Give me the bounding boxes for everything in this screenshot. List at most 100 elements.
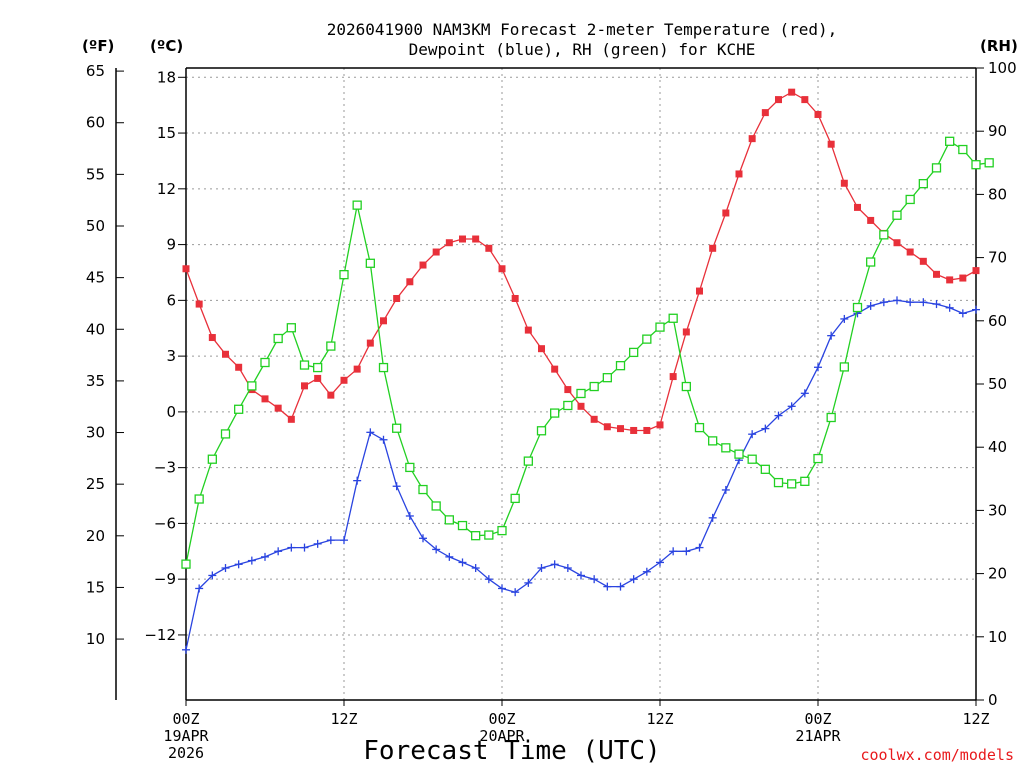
celsius-tick-label: 6 [166, 291, 176, 309]
dewpoint-point [590, 575, 599, 584]
temperature-point [261, 395, 269, 403]
rh-point [945, 136, 955, 146]
dewpoint-point [419, 534, 427, 543]
fahrenheit-tick-label: 30 [86, 424, 105, 442]
x-tick-label-line: 21APR [795, 727, 841, 745]
temperature-point [933, 270, 940, 278]
dewpoint-point [682, 547, 691, 556]
rh-point [905, 194, 915, 205]
temperature-point [222, 350, 229, 358]
rh-tick-label: 90 [988, 122, 1007, 140]
dewpoint-point [879, 298, 888, 307]
axis-ticks: 10 15 20 25 30 35 40 45 50 55 60 65 −12 −9 −6 −3 0 3 6 9 12 1… [86, 59, 1017, 762]
temperature-point [590, 415, 598, 423]
temperature-point [235, 363, 243, 371]
x-tick-label: 12Z [962, 710, 989, 728]
dewpoint-point [537, 564, 546, 573]
temperature-point [353, 365, 361, 373]
rh-point [378, 362, 389, 373]
x-tick-label: 00Z 20APR [479, 710, 525, 745]
dewpoint-point [208, 571, 217, 580]
rh-point [747, 454, 757, 464]
rh-point [602, 373, 612, 383]
temperature-point [603, 423, 611, 431]
rh-point [181, 559, 191, 569]
rh-point [352, 200, 362, 210]
rh-point [313, 362, 323, 373]
temperature-point [459, 235, 466, 243]
rh-point [220, 429, 231, 439]
temperature-point [617, 425, 624, 433]
dewpoint-point [603, 582, 612, 591]
dewpoint-point [234, 560, 243, 569]
dewpoint-point [932, 300, 941, 309]
x-tick-label: 00Z 19APR 2026 [163, 710, 209, 762]
dewpoint-point [524, 578, 533, 587]
rh-point [405, 462, 415, 473]
x-tick-label-line: 20APR [479, 727, 525, 745]
dewpoint-point [945, 303, 954, 312]
x-tick-label-line: 00Z [488, 710, 515, 728]
rh-point [365, 258, 375, 268]
rh-point [642, 334, 652, 344]
fahrenheit-tick-label: 15 [86, 578, 105, 596]
celsius-tick-label: −12 [144, 626, 176, 644]
dewpoint-point [353, 476, 362, 485]
dewpoint-point [498, 584, 506, 593]
series-temperature [182, 88, 980, 434]
temperature-point [722, 209, 730, 217]
temperature-point [840, 179, 848, 187]
dewpoint-point [484, 575, 493, 584]
dewpoint-point [392, 482, 401, 491]
dewpoint-point [432, 545, 441, 554]
rh-point [536, 426, 547, 436]
rh-point [392, 423, 402, 433]
celsius-axis-unit: (ºC) [150, 37, 183, 55]
x-tick-label: 00Z 21APR [795, 710, 841, 745]
rh-point [234, 404, 244, 414]
temperature-point [906, 248, 914, 256]
celsius-tick-label: −6 [154, 514, 176, 532]
temperature-point [801, 96, 809, 104]
rh-tick-label: 60 [988, 312, 1007, 330]
x-tick-label-line: 2026 [168, 744, 204, 762]
temperature-point [274, 404, 282, 412]
rh-point [958, 144, 968, 155]
temperature-point [182, 265, 190, 273]
temperature-point [419, 261, 427, 269]
rh-point [813, 453, 823, 464]
dewpoint-point [563, 564, 572, 573]
fahrenheit-axis-unit: (ºF) [82, 37, 114, 55]
rh-point [839, 362, 849, 372]
rh-point [339, 270, 349, 280]
rh-point [247, 381, 257, 391]
temperature-point [498, 265, 506, 273]
dewpoint-point [287, 543, 296, 552]
dewpoint-point [445, 552, 454, 561]
dewpoint-point [748, 430, 757, 439]
dewpoint-point [656, 558, 664, 567]
celsius-tick-label: 3 [166, 347, 176, 365]
dewpoint-point [326, 536, 335, 545]
dewpoint-point [814, 363, 822, 372]
rh-point [615, 361, 626, 371]
dewpoint-point [629, 575, 638, 584]
rh-point [852, 302, 863, 313]
temperature-point [761, 109, 769, 117]
celsius-tick-label: −9 [154, 570, 176, 588]
dewpoint-point [958, 309, 967, 318]
rh-point [971, 160, 981, 170]
temperature-point [788, 88, 796, 96]
chart-title-line-1: 2026041900 NAM3KM Forecast 2-meter Tempe… [327, 20, 838, 39]
dewpoint-point [866, 301, 875, 310]
temperature-point [551, 365, 559, 373]
temperature-point [919, 257, 927, 265]
rh-point [207, 454, 217, 464]
dewpoint-point [800, 389, 809, 398]
rh-point [194, 494, 204, 504]
rh-point [721, 443, 731, 453]
dewpoint-point [774, 411, 783, 420]
rh-tick-label: 70 [988, 249, 1007, 267]
temperature-point [682, 328, 690, 336]
